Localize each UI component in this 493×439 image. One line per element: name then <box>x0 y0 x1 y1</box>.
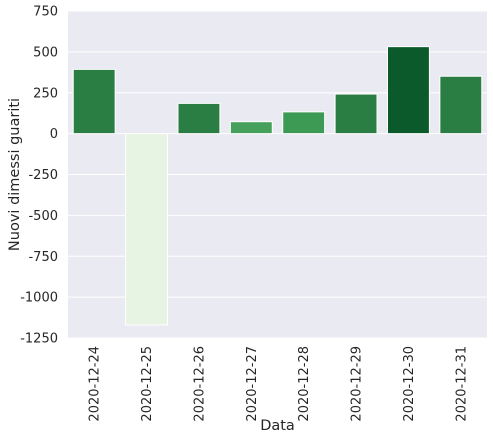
x-tick-label: 2020-12-29 <box>350 346 365 422</box>
bars <box>72 46 483 326</box>
y-tick-label: -250 <box>28 168 58 183</box>
y-tick-label: 0 <box>50 127 58 142</box>
y-tick-label: -1000 <box>20 291 58 306</box>
bar-2020-12-31 <box>439 75 483 135</box>
bar-2020-12-25 <box>125 133 169 326</box>
x-axis-label: Data <box>260 418 295 434</box>
x-tick-label: 2020-12-30 <box>402 346 417 422</box>
x-tick-label: 2020-12-27 <box>245 346 260 422</box>
x-tick-label: 2020-12-31 <box>454 346 469 422</box>
bar-2020-12-30 <box>386 46 430 135</box>
y-axis-label: Nuovi dimessi guariti <box>7 98 23 251</box>
x-tick-label: 2020-12-25 <box>140 346 155 422</box>
y-tick-label: 250 <box>33 86 58 101</box>
y-tick-label: 500 <box>33 45 58 60</box>
y-tick-label: -500 <box>28 209 58 224</box>
bar-2020-12-26 <box>177 102 221 135</box>
bar-2020-12-29 <box>334 93 378 135</box>
x-tick-label: 2020-12-28 <box>297 346 312 422</box>
bar-2020-12-27 <box>229 121 273 135</box>
y-tick-label: 750 <box>33 5 58 20</box>
x-tick-label: 2020-12-24 <box>88 346 103 422</box>
x-tick-labels: 2020-12-24 2020-12-25 2020-12-26 2020-12-27… <box>88 346 470 422</box>
bar-2020-12-28 <box>282 111 326 135</box>
y-tick-label: -750 <box>28 250 58 265</box>
bar-2020-12-24 <box>72 68 116 135</box>
y-tick-labels: 750 500 250 0 -250 -500 -750 -1000 -1250 <box>20 5 58 347</box>
y-tick-label: -1250 <box>20 332 58 347</box>
x-tick-label: 2020-12-26 <box>192 346 207 422</box>
